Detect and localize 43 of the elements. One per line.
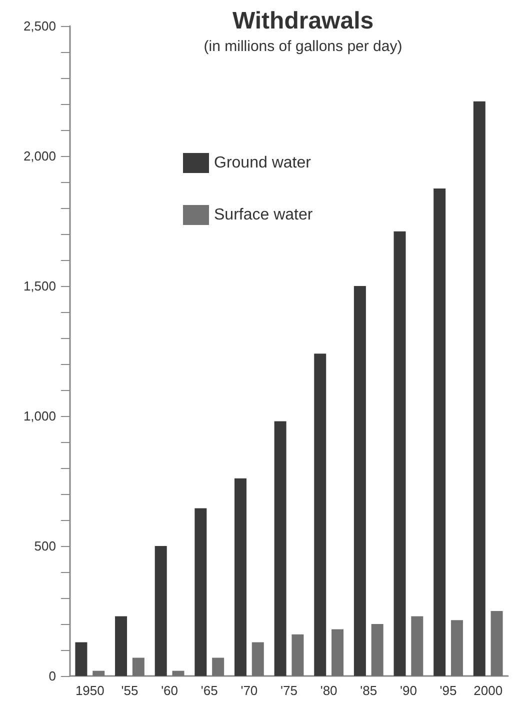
- y-tick-label: 1,500: [23, 278, 56, 294]
- bar: [194, 508, 207, 676]
- bar: [234, 478, 246, 676]
- bar: [332, 629, 344, 676]
- bar: [490, 611, 503, 676]
- x-tick-label: '85: [360, 683, 378, 698]
- bar: [354, 286, 366, 676]
- bar: [132, 658, 144, 676]
- bar: [450, 620, 463, 676]
- bar: [274, 421, 286, 676]
- x-tick-label: 2000: [474, 683, 503, 698]
- bar: [371, 624, 384, 676]
- bar: [154, 546, 167, 676]
- text: (in millions of gallons per day): [204, 38, 402, 55]
- bar: [314, 354, 326, 676]
- y-tick-label: 0: [48, 668, 56, 684]
- bar: [292, 634, 304, 676]
- bar: [92, 670, 105, 676]
- bar: [252, 642, 264, 676]
- legend-label: Ground water: [214, 154, 312, 172]
- x-tick-label: '90: [400, 683, 417, 698]
- x-tick-label: '95: [440, 683, 457, 698]
- bar: [411, 616, 424, 676]
- bar: [212, 658, 224, 676]
- x-tick-label: '60: [161, 683, 178, 698]
- x-tick-label: '55: [121, 683, 138, 698]
- legend-label: Surface water: [214, 206, 314, 224]
- bar: [434, 188, 446, 676]
- bar: [75, 642, 88, 676]
- x-tick-label: '80: [320, 683, 338, 698]
- bar: [394, 231, 406, 676]
- x-tick-label: '65: [200, 683, 218, 698]
- y-tick-label: 500: [34, 538, 56, 554]
- x-tick-label: 1950: [75, 683, 104, 698]
- x-tick-label: '75: [280, 683, 298, 698]
- y-tick-label: 1,000: [23, 408, 56, 424]
- y-tick-label: 2,000: [23, 148, 56, 164]
- bar: [115, 616, 128, 676]
- bar: [473, 101, 486, 676]
- bar: [172, 670, 184, 676]
- y-tick-label: 2,500: [23, 18, 56, 34]
- chart-title: Withdrawals: [232, 8, 374, 34]
- x-tick-label: '70: [240, 683, 258, 698]
